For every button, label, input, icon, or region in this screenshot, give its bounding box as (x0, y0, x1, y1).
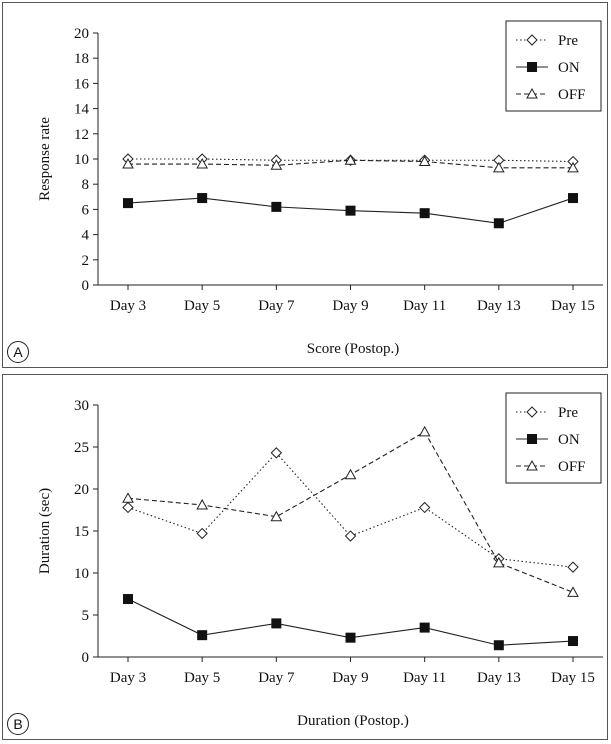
y-tick-label: 30 (74, 398, 89, 414)
legend-marker-on (527, 62, 537, 72)
x-tick-label: Day 5 (184, 670, 220, 686)
data-point-on (493, 640, 504, 651)
legend-label-on: ON (558, 60, 580, 76)
data-point-on (568, 636, 578, 647)
x-tick-label: Day 3 (110, 298, 146, 314)
y-tick-label: 20 (74, 482, 89, 498)
data-point-on (568, 193, 578, 204)
data-point-off (196, 158, 209, 169)
y-tick-label: 20 (74, 26, 89, 42)
data-point-pre (567, 561, 579, 573)
data-point-off (567, 586, 579, 597)
y-tick-label: 12 (74, 127, 89, 143)
panel-label-b: B (7, 713, 29, 735)
data-point-pre (122, 501, 134, 514)
data-point-on (271, 201, 282, 212)
y-tick-label: 8 (82, 177, 90, 193)
x-axis-label: Score (Postop.) (307, 341, 400, 357)
x-tick-label: Day 15 (551, 670, 595, 686)
data-point-pre (270, 447, 283, 459)
legend-label-on: ON (558, 432, 580, 448)
data-point-on (345, 205, 356, 216)
legend-box (505, 392, 602, 484)
x-tick-label: Day 3 (110, 670, 146, 686)
y-axis-label: Response rate (37, 117, 53, 201)
y-tick-label: 0 (82, 650, 90, 666)
x-tick-label: Day 9 (332, 298, 368, 314)
y-tick-label: 15 (74, 524, 89, 540)
legend-label-pre: Pre (558, 33, 578, 49)
legend-label-off: OFF (558, 459, 586, 475)
x-tick-label: Day 11 (403, 670, 446, 686)
y-tick-label: 0 (82, 278, 90, 294)
data-point-on (197, 630, 208, 641)
y-tick-label: 18 (74, 51, 89, 67)
data-point-off (418, 155, 431, 167)
data-point-off (196, 498, 209, 510)
data-point-on (123, 594, 133, 605)
data-point-pre (196, 527, 208, 540)
y-tick-label: 6 (82, 202, 90, 218)
legend-marker-off (526, 459, 538, 471)
data-point-off (122, 158, 134, 169)
chart-b-svg: 0 5 10 15 20 25 30 Day 3 Day 5 Day 7 Day 9 Day 11 Da… (37, 392, 603, 729)
chart-panel-a: 0 2 4 6 8 10 12 14 16 18 20 Day 3 Day 5 Day 7 Day 9 Day… (2, 2, 608, 368)
data-point-off (270, 510, 283, 522)
data-point-on (419, 208, 430, 219)
legend-label-pre: Pre (558, 405, 578, 421)
x-tick-label: Day 13 (477, 670, 521, 686)
y-axis-label: Duration (sec) (37, 488, 53, 574)
data-point-off (122, 492, 134, 503)
data-point-on (123, 198, 133, 209)
legend-label-off: OFF (558, 87, 586, 103)
y-tick-label: 10 (74, 566, 89, 582)
x-tick-label: Day 7 (258, 298, 295, 314)
data-point-off (344, 468, 357, 480)
x-tick-label: Day 13 (477, 298, 521, 314)
data-point-off (492, 556, 505, 568)
panel-label-a: A (7, 341, 29, 363)
data-point-on (345, 632, 356, 643)
x-tick-label: Day 11 (403, 298, 446, 314)
data-point-off (418, 425, 431, 437)
data-point-off (270, 159, 283, 170)
x-tick-label: Day 9 (332, 670, 368, 686)
chart-panel-b: 0 5 10 15 20 25 30 Day 3 Day 5 Day 7 Day 9 Day 11 Da… (2, 374, 608, 740)
y-tick-label: 14 (74, 102, 90, 118)
data-point-on (493, 218, 504, 229)
legend-marker-off (526, 87, 538, 99)
data-point-on (271, 618, 282, 629)
legend-marker-on (527, 434, 537, 444)
y-tick-label: 2 (82, 253, 90, 269)
data-point-on (197, 193, 208, 204)
x-tick-label: Day 15 (551, 298, 595, 314)
data-point-pre (418, 501, 431, 514)
data-point-pre (344, 530, 357, 542)
y-tick-label: 4 (82, 228, 90, 244)
data-point-off (344, 154, 357, 165)
y-tick-label: 16 (74, 76, 90, 92)
y-tick-label: 5 (82, 608, 90, 624)
x-tick-label: Day 7 (258, 670, 295, 686)
x-axis-label: Duration (Postop.) (297, 713, 409, 729)
legend-marker-pre (526, 406, 538, 418)
y-tick-label: 10 (74, 152, 89, 168)
y-tick-label: 25 (74, 440, 89, 456)
data-point-off (567, 161, 579, 173)
chart-a-svg: 0 2 4 6 8 10 12 14 16 18 20 Day 3 Day 5 Day 7 Day 9 Day… (37, 20, 603, 357)
x-tick-label: Day 5 (184, 298, 220, 314)
legend-box (505, 20, 602, 112)
data-point-off (492, 161, 505, 173)
legend-marker-pre (526, 34, 538, 46)
data-point-on (419, 622, 430, 633)
